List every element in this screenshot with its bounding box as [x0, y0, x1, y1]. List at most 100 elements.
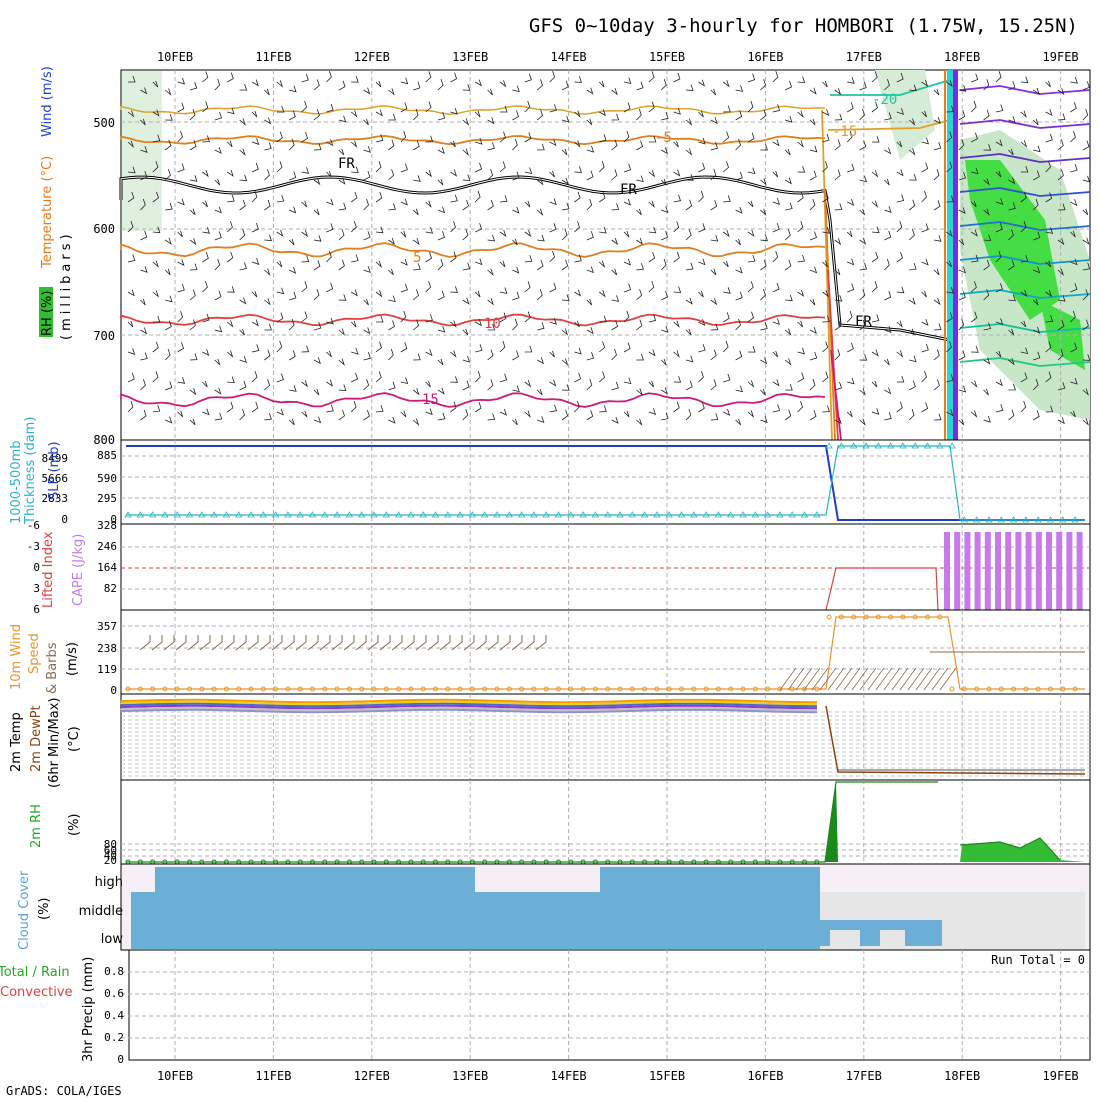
wind-barb [660, 258, 667, 271]
upper-air-panel: 500 600 700 800 RH (%) Temperature (°C) … [39, 66, 1091, 447]
wind-barb [623, 377, 632, 385]
wind-barb [822, 133, 830, 143]
wind-barb [276, 131, 283, 143]
rh-axis-labels: 2m RH (%) [29, 804, 82, 848]
wind-barb [636, 289, 643, 301]
thickness-marker [234, 511, 243, 518]
wind-barb [921, 223, 929, 233]
wind-barb [462, 118, 470, 126]
wind-barb [871, 349, 879, 357]
thickness-marker [493, 511, 501, 518]
wind-barb [1045, 405, 1054, 413]
thickness-marker [591, 511, 600, 518]
wind-barb [561, 384, 570, 391]
temp-band-line [120, 702, 818, 708]
wind-barb [772, 198, 781, 205]
wind-barb [896, 169, 904, 177]
wind-barb-10m [915, 667, 933, 691]
wind-barb [388, 320, 395, 331]
wind-speed-marker [912, 614, 918, 620]
wind-barb [636, 388, 643, 396]
wind-barb [574, 400, 580, 413]
wind-barb [946, 105, 954, 113]
precip-axis-labels: 3hr Precip (mm) [81, 957, 96, 1062]
wind-barb [871, 101, 878, 113]
wind-barb [239, 297, 247, 305]
isotherm-contour [959, 255, 1091, 265]
wind-barb [586, 410, 594, 421]
wind-barb [412, 140, 420, 151]
wind-barb [313, 235, 322, 242]
cape-bar [964, 532, 971, 610]
wind-barb [722, 340, 729, 353]
wind-barb [859, 175, 868, 183]
thickness-marker [161, 511, 169, 518]
wind-barb [772, 379, 780, 387]
wind-barb-10m [899, 667, 917, 691]
thickness-marker [136, 511, 145, 518]
wind-barb [264, 268, 271, 276]
wind-barb [177, 102, 185, 113]
wind-barb [921, 190, 927, 203]
li-tick-minus3: -3 [27, 540, 40, 553]
thickness-marker [505, 511, 514, 518]
wind-barb [127, 400, 134, 413]
wind-barb [722, 80, 730, 88]
wind-barb [933, 88, 940, 96]
wind-barb [884, 290, 892, 301]
wind-barb [586, 351, 595, 361]
wind-barb [524, 345, 533, 353]
wind-barb [512, 85, 520, 93]
cape-bar [1005, 532, 1012, 610]
wind-barb [363, 118, 369, 126]
thickness-marker [997, 516, 1006, 523]
wind-barb [809, 198, 816, 211]
wind-barb [400, 283, 408, 293]
wind-barb [1008, 383, 1016, 391]
wind-barb [301, 229, 309, 238]
temp-band-line [120, 708, 818, 714]
wind-barb [970, 100, 977, 113]
wind-barb [797, 221, 804, 233]
wind-barb [921, 402, 929, 413]
wind-barb [189, 418, 196, 426]
wind-barb [884, 412, 892, 421]
wind-barb [127, 166, 136, 174]
freezing-level-contour-inner [120, 176, 951, 341]
precip-panel-frame [128, 949, 1091, 1061]
wind-barb [437, 147, 445, 155]
wind-barb [313, 109, 320, 121]
wind-barb [437, 78, 444, 91]
wind-barb [797, 289, 805, 297]
wind-barb [1045, 341, 1052, 353]
cape-panel: -6 -3 0 3 6 328 246 164 82 Lifted Index … [27, 519, 1091, 616]
wind-barb [834, 88, 842, 96]
wind-speed-marker [1060, 686, 1066, 692]
wind-tick-0: 0 [110, 684, 117, 697]
wind-barb [797, 110, 804, 118]
wind-speed-marker [334, 686, 340, 692]
wind-barb [760, 388, 766, 396]
wind-barb [239, 83, 248, 91]
wind-barb [1045, 160, 1051, 173]
wind-barb [251, 370, 258, 383]
wind-barb-10m [271, 635, 283, 651]
wind-barb [227, 376, 235, 384]
thickness-marker [345, 511, 354, 518]
wind-barb [648, 314, 657, 323]
cape-tick-164: 164 [97, 561, 117, 574]
wind-barb [822, 315, 830, 323]
wind-barb [152, 371, 159, 383]
wind-barb [921, 290, 927, 298]
cloud-units-label: (%) [37, 898, 52, 921]
wind-barb [909, 355, 917, 363]
wind-barb [846, 310, 853, 323]
wind-barb [276, 408, 284, 416]
wind-barb [264, 234, 272, 242]
wind-barb [623, 198, 631, 206]
rh-shade [875, 70, 935, 160]
wind-barb [189, 208, 196, 216]
wind-barb [834, 381, 843, 391]
date-label-bottom: 13FEB [452, 1069, 488, 1083]
wind-barb [412, 237, 420, 246]
